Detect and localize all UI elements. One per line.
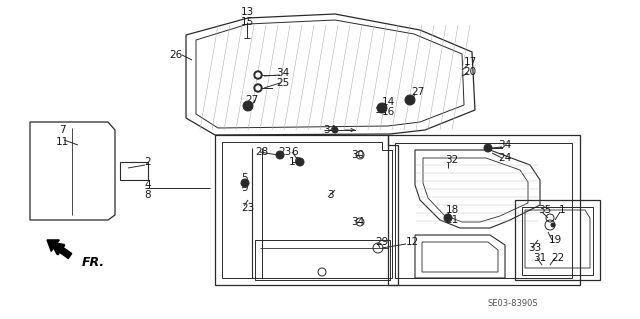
Text: 27: 27 xyxy=(412,87,424,97)
Text: 20: 20 xyxy=(463,67,477,77)
Text: 23: 23 xyxy=(241,203,255,213)
Text: 25: 25 xyxy=(276,78,290,88)
Text: 19: 19 xyxy=(548,235,562,245)
Text: 28: 28 xyxy=(255,147,269,157)
Text: 1: 1 xyxy=(559,205,565,215)
Text: 23: 23 xyxy=(278,147,292,157)
Bar xyxy=(515,200,600,280)
Text: 24: 24 xyxy=(499,153,511,163)
Text: 6: 6 xyxy=(292,147,298,157)
Text: 16: 16 xyxy=(381,107,395,117)
Text: SE03-8390S: SE03-8390S xyxy=(488,299,539,308)
Text: FR.: FR. xyxy=(82,256,105,269)
Text: 15: 15 xyxy=(241,17,253,27)
Circle shape xyxy=(484,144,492,152)
Circle shape xyxy=(276,151,284,159)
Circle shape xyxy=(377,103,387,113)
Text: 26: 26 xyxy=(170,50,182,60)
Text: 12: 12 xyxy=(405,237,419,247)
Text: 34: 34 xyxy=(351,217,365,227)
Circle shape xyxy=(254,84,262,92)
Circle shape xyxy=(444,214,452,222)
FancyArrow shape xyxy=(47,240,72,258)
Text: 14: 14 xyxy=(381,97,395,107)
Text: 31: 31 xyxy=(533,253,547,263)
Text: 4: 4 xyxy=(145,180,151,190)
Text: 3: 3 xyxy=(326,190,333,200)
Text: 11: 11 xyxy=(56,137,68,147)
Text: 2: 2 xyxy=(145,157,151,167)
Circle shape xyxy=(256,73,260,77)
Text: 17: 17 xyxy=(463,57,477,67)
Text: 35: 35 xyxy=(538,205,552,215)
Text: 9: 9 xyxy=(242,183,248,193)
Circle shape xyxy=(256,86,260,90)
Text: 30: 30 xyxy=(351,150,365,160)
Text: 34: 34 xyxy=(323,125,337,135)
Circle shape xyxy=(243,101,253,111)
Bar xyxy=(522,207,593,275)
Text: 29: 29 xyxy=(376,237,388,247)
Text: 5: 5 xyxy=(242,173,248,183)
Text: 27: 27 xyxy=(245,95,259,105)
Circle shape xyxy=(551,223,555,227)
Text: 10: 10 xyxy=(289,157,301,167)
Text: 7: 7 xyxy=(59,125,65,135)
Bar xyxy=(120,162,148,180)
Text: 22: 22 xyxy=(552,253,564,263)
Text: 32: 32 xyxy=(445,155,459,165)
Circle shape xyxy=(241,179,249,187)
Text: 33: 33 xyxy=(529,243,541,253)
Circle shape xyxy=(405,95,415,105)
Text: 13: 13 xyxy=(241,7,253,17)
Text: 18: 18 xyxy=(445,205,459,215)
Circle shape xyxy=(332,127,338,133)
Text: 34: 34 xyxy=(499,140,511,150)
Circle shape xyxy=(296,158,304,166)
Text: 21: 21 xyxy=(445,215,459,225)
Circle shape xyxy=(254,71,262,79)
Bar xyxy=(255,240,390,280)
Text: 34: 34 xyxy=(276,68,290,78)
Text: 8: 8 xyxy=(145,190,151,200)
